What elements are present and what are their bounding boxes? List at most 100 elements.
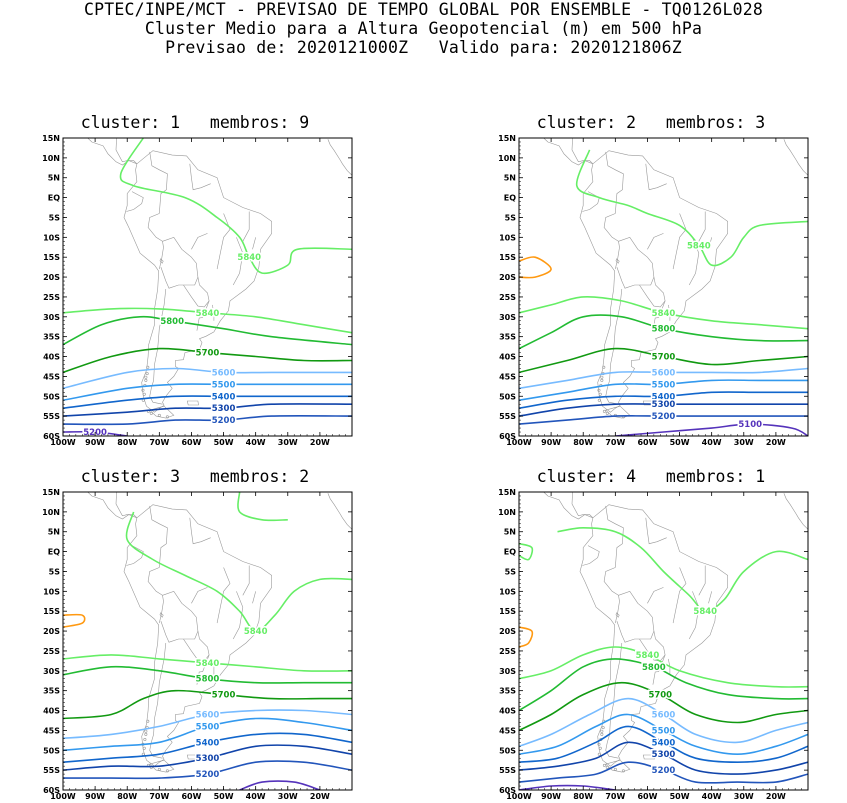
- contour-5840: [519, 646, 808, 688]
- coastline: [115, 138, 138, 165]
- contour-label: 5600: [196, 711, 220, 721]
- panel-title: cluster: 1 membros: 9: [80, 113, 310, 132]
- country-border: [216, 567, 231, 624]
- island-outline: [157, 413, 161, 417]
- contour-label: 5800: [642, 663, 666, 673]
- country-border: [668, 304, 671, 321]
- lon-label: 30W: [734, 438, 754, 447]
- country-border: [212, 658, 215, 675]
- contour-5500: [63, 383, 352, 401]
- contour-label: 5500: [652, 380, 676, 390]
- contour-5300: [63, 403, 352, 417]
- lat-label: 25S: [43, 293, 60, 302]
- country-border: [688, 237, 700, 286]
- country-border: [189, 517, 211, 545]
- lat-label: 5S: [505, 213, 517, 222]
- map-plot: 5840584058005700560055005400530052005200…: [42, 134, 353, 447]
- country-border: [191, 587, 208, 604]
- lat-label: 60S: [43, 432, 60, 441]
- contour-5100: [615, 423, 808, 436]
- country-border: [605, 288, 623, 405]
- lat-label: 15N: [498, 134, 516, 143]
- map-frame: [518, 491, 809, 791]
- contour-5840: [557, 526, 808, 613]
- country-border: [645, 517, 667, 545]
- map-frame: [518, 137, 809, 437]
- country-border: [183, 277, 210, 308]
- lat-label: 30S: [43, 313, 60, 322]
- contour-5200: [519, 415, 808, 425]
- country-border: [242, 211, 250, 242]
- lat-label: 10S: [499, 587, 516, 596]
- contour-5840: [119, 138, 352, 275]
- lat-label: 10N: [42, 508, 60, 517]
- lat-label: 30S: [499, 667, 516, 676]
- lat-label: 40S: [499, 707, 516, 716]
- island-outline: [144, 729, 148, 733]
- lat-label: 60S: [43, 786, 60, 795]
- contour-5300: [519, 741, 808, 775]
- lake-outline: [159, 612, 164, 618]
- lat-label: 50S: [499, 392, 516, 401]
- country-border: [616, 267, 640, 289]
- lon-label: 70W: [605, 438, 625, 447]
- island-outline: [602, 409, 606, 413]
- island-outline: [144, 375, 148, 379]
- contour-5400: [519, 391, 808, 409]
- country-border: [147, 567, 164, 624]
- header-line-2: Cluster Medio para a Altura Geopotencial…: [144, 19, 703, 38]
- lat-label: 20S: [43, 273, 60, 282]
- lon-label: 60W: [637, 792, 657, 801]
- lon-label: 60W: [637, 438, 657, 447]
- country-border: [216, 213, 231, 270]
- country-border: [647, 233, 664, 250]
- contour-label: 5840: [652, 309, 676, 319]
- header-line-1: CPTEC/INPE/MCT - PREVISAO DE TEMPO GLOBA…: [84, 0, 763, 19]
- country-border: [582, 545, 600, 566]
- country-border: [698, 565, 706, 596]
- contour-label: 5500: [212, 380, 236, 390]
- lon-label: 90W: [541, 438, 561, 447]
- island-outline: [165, 415, 169, 419]
- contour-label: 5800: [196, 675, 220, 685]
- contour-5840: [519, 295, 808, 330]
- lat-label: 25S: [43, 647, 60, 656]
- coastline: [87, 492, 138, 520]
- contour-label: 5500: [196, 722, 220, 732]
- country-border: [189, 163, 211, 191]
- country-border: [639, 631, 666, 662]
- island-outline: [605, 411, 609, 415]
- contour-5600: [519, 697, 808, 748]
- island-outline: [600, 375, 604, 379]
- contour-label: 5840: [636, 651, 660, 661]
- lat-label: 10S: [43, 587, 60, 596]
- lon-label: 30W: [278, 438, 298, 447]
- country-border: [162, 590, 199, 640]
- coastline: [186, 754, 199, 760]
- country-border: [652, 300, 666, 331]
- island-outline: [141, 752, 145, 756]
- country-border: [647, 587, 664, 604]
- island-outline: [145, 372, 149, 376]
- contour-5500: [519, 379, 808, 401]
- country-border: [605, 151, 624, 214]
- island-outline: [146, 365, 150, 369]
- lat-label: 5S: [49, 213, 61, 222]
- lat-label: 15N: [42, 134, 60, 143]
- island-outline: [600, 729, 604, 733]
- lon-label: 20W: [766, 438, 786, 447]
- contour-5840: [519, 542, 534, 561]
- contour-5300: [63, 744, 352, 771]
- contour-label: 5400: [196, 738, 220, 748]
- lat-label: 10N: [42, 154, 60, 163]
- contour-label: 5300: [212, 404, 236, 414]
- lat-label: 60S: [499, 432, 516, 441]
- country-border: [672, 213, 687, 270]
- contour-label: 5300: [196, 754, 220, 764]
- country-border: [191, 233, 208, 250]
- panel-cluster-4: cluster: 4 membros: 1 5840 5840 5800 5700 56…: [486, 467, 816, 801]
- lat-label: 10N: [498, 154, 516, 163]
- map-frame: [62, 137, 353, 437]
- contour-5800: [519, 658, 808, 712]
